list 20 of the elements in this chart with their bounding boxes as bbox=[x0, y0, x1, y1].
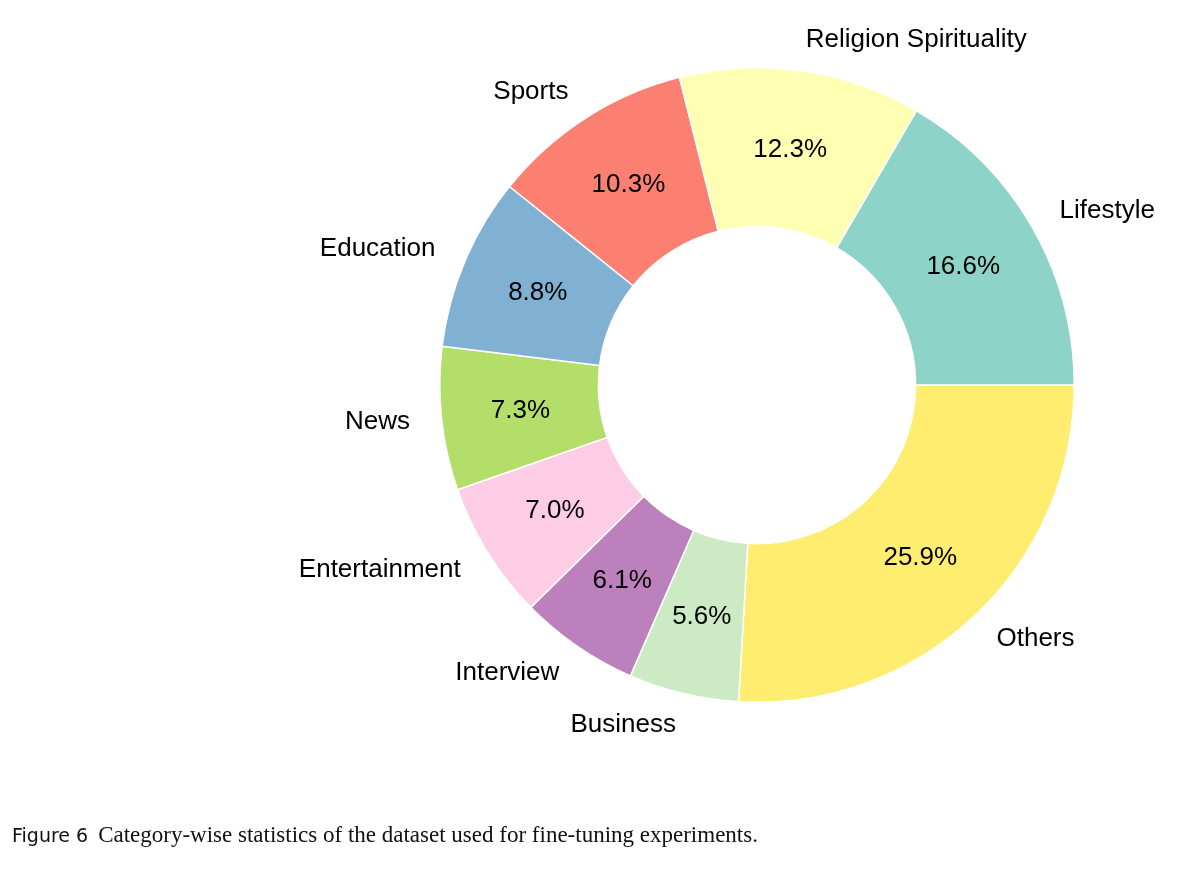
data-label: 10.3% bbox=[591, 167, 666, 198]
text: Category-wise statistics of the dataset used for fine-tuning experiments. bbox=[98, 822, 758, 847]
caption: Figure 6 bbox=[12, 824, 89, 846]
slice-label: News bbox=[345, 405, 411, 436]
slice-label: Sports bbox=[493, 74, 569, 105]
data-label: 7.0% bbox=[525, 493, 585, 524]
slice-label: Education bbox=[319, 232, 436, 263]
data-label: 12.3% bbox=[753, 132, 828, 163]
slice-label: Religion Spirituality bbox=[805, 22, 1027, 53]
slice-label: Lifestyle bbox=[1059, 194, 1155, 225]
data-label: 7.3% bbox=[490, 393, 551, 424]
slice-label: Others bbox=[996, 622, 1075, 653]
data-label: 16.6% bbox=[926, 249, 1001, 280]
slice-label: Business bbox=[570, 707, 676, 738]
data-label: 5.6% bbox=[672, 599, 732, 630]
data-label: 6.1% bbox=[592, 564, 652, 595]
slice-label: Entertainment bbox=[298, 552, 462, 583]
slice-label: Interview bbox=[455, 655, 560, 686]
data-label: 8.8% bbox=[508, 275, 568, 306]
data-label: 25.9% bbox=[883, 541, 958, 572]
